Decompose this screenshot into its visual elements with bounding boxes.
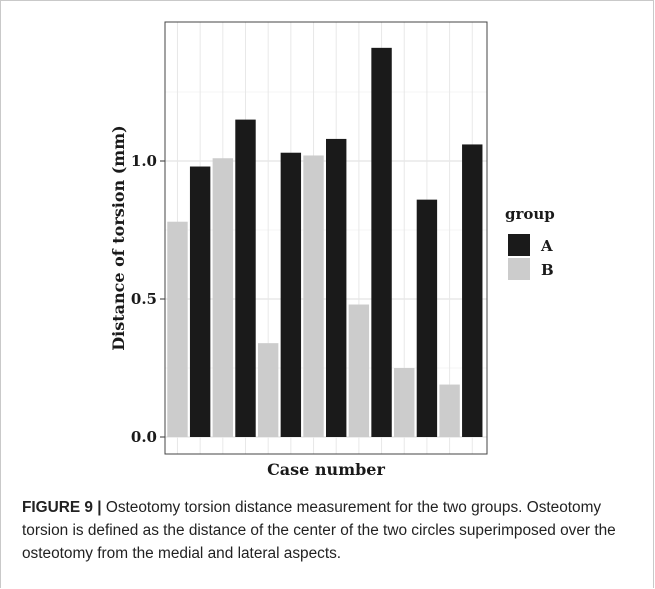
bar-b-3: [212, 158, 234, 438]
legend: group A B: [505, 205, 555, 280]
legend-label-a: A: [540, 237, 553, 255]
bar-b-7: [303, 155, 324, 438]
bar-a-4: [235, 119, 256, 437]
x-axis-title: Case number: [267, 460, 385, 479]
legend-key-a: [508, 234, 530, 256]
y-tick-label: 0.5: [131, 290, 157, 308]
bar-a-10: [371, 47, 392, 438]
bar-b-9: [348, 304, 370, 437]
bar-chart: 0.0 0.5 1.0 Distance of torsion (mm) Case …: [109, 21, 555, 479]
bar-b-11: [394, 368, 415, 437]
y-tick-label: 0.0: [131, 428, 157, 446]
y-axis-ticks: 0.0 0.5 1.0: [131, 152, 165, 446]
bar-a-2: [189, 166, 211, 437]
y-tick-label: 1.0: [131, 152, 157, 170]
figure-caption: FIGURE 9 | Osteotomy torsion distance me…: [22, 496, 642, 565]
bar-b-1: [167, 221, 188, 437]
bar-a-12: [416, 199, 438, 437]
legend-label-b: B: [541, 261, 554, 279]
bar-b-13: [439, 384, 460, 437]
bar-a-8: [326, 138, 347, 438]
bar-a-14: [462, 144, 483, 437]
bar-b-5: [257, 343, 279, 437]
plot-border: [164, 21, 488, 455]
legend-key-b: [508, 258, 530, 280]
bar-a-6: [280, 152, 302, 437]
caption-label: FIGURE 9 |: [22, 499, 102, 516]
bars: [167, 47, 483, 438]
legend-title: group: [505, 205, 555, 223]
y-axis-title: Distance of torsion (mm): [109, 125, 128, 350]
caption-text: Osteotomy torsion distance measurement f…: [22, 499, 616, 562]
